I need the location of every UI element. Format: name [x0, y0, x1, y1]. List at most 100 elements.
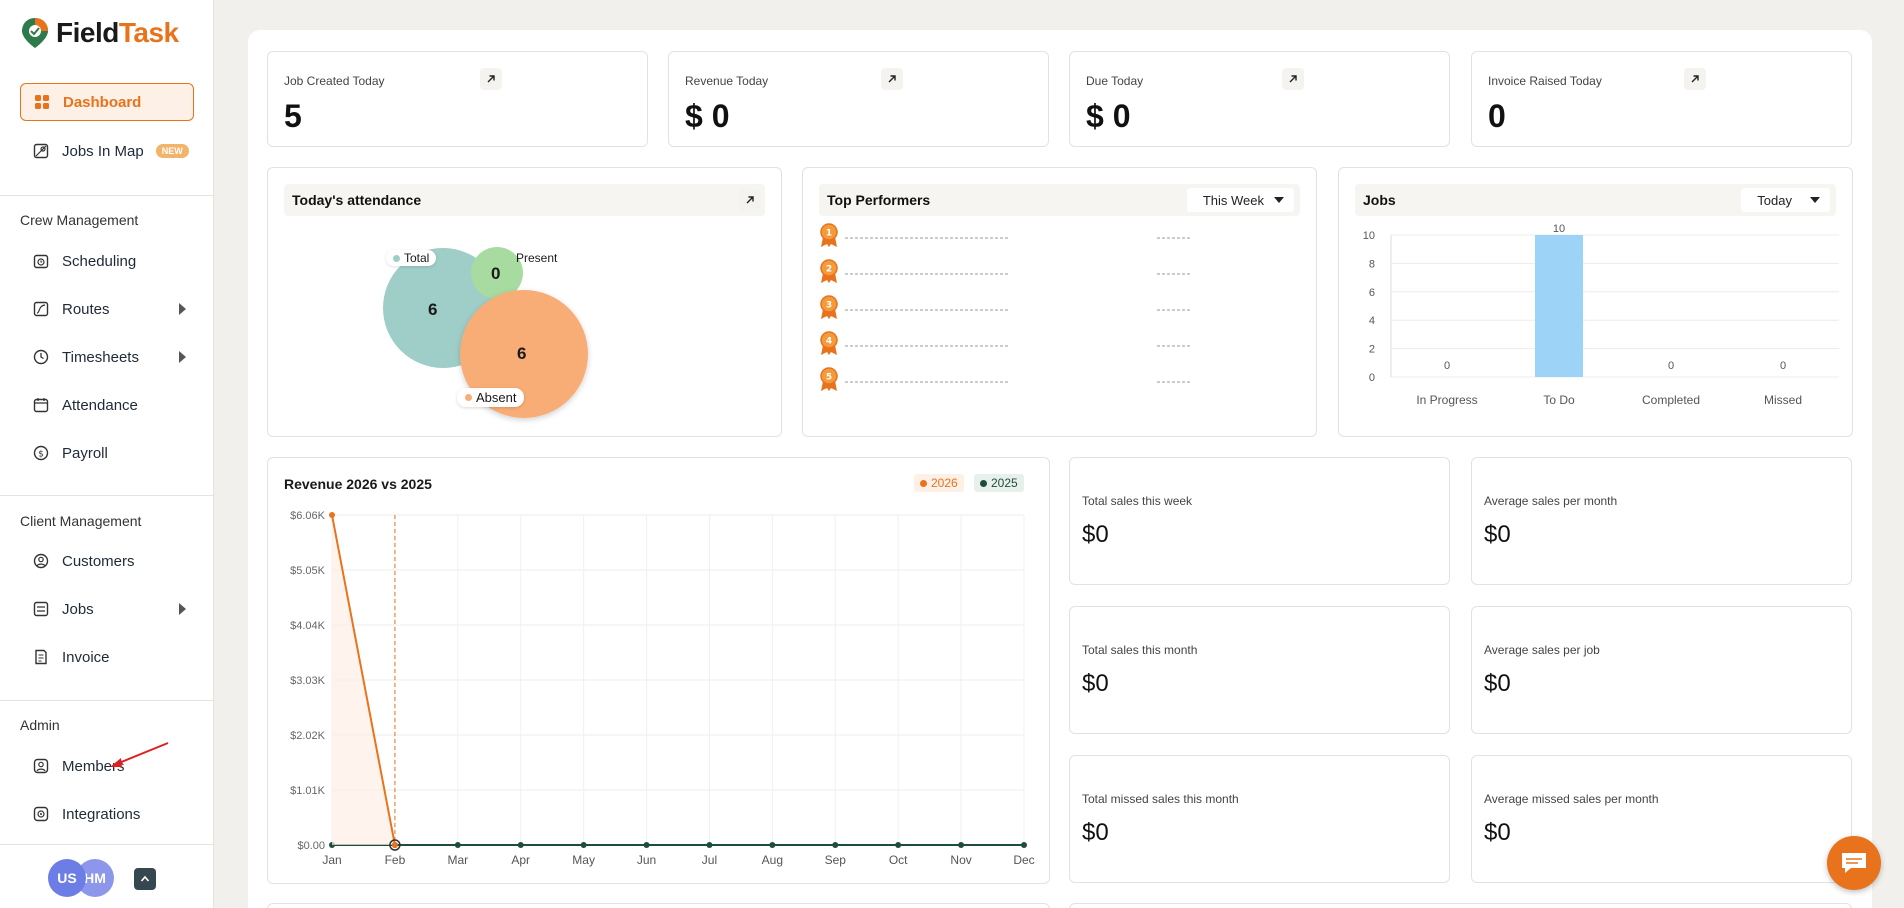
point-2025[interactable] — [895, 842, 902, 848]
sidebar-item-dashboard[interactable]: Dashboard — [20, 83, 194, 121]
clock-icon — [32, 348, 50, 366]
point-2025[interactable] — [1021, 842, 1027, 848]
open-link-button[interactable] — [1684, 68, 1706, 90]
point-2025[interactable] — [706, 842, 713, 848]
app-logo[interactable]: FieldTask — [20, 16, 179, 50]
performer-row: 1 — [819, 223, 1299, 249]
y-tick-label: $2.02K — [290, 730, 326, 742]
period-dropdown[interactable]: Today — [1741, 188, 1830, 212]
sidebar-item-integrations[interactable]: Integrations — [20, 795, 194, 833]
open-link-button[interactable] — [881, 68, 903, 90]
x-tick-label: Missed — [1764, 393, 1802, 407]
x-tick-label: Mar — [447, 853, 468, 867]
collapse-button[interactable] — [134, 868, 156, 890]
map-pin-logo-icon — [22, 18, 48, 48]
medal-icon — [820, 331, 838, 355]
sales-label: Total sales this week — [1082, 494, 1193, 508]
arrow-up-right-icon — [1691, 75, 1699, 83]
dashboard-icon — [33, 93, 51, 111]
sales-value: $0 — [1082, 521, 1109, 548]
rank-number: 2 — [826, 265, 832, 275]
sidebar-item-label: Jobs — [62, 600, 94, 618]
sidebar-item-attendance[interactable]: Attendance — [20, 386, 194, 424]
sidebar-item-routes[interactable]: Routes — [20, 290, 194, 328]
bar-data-label: 0 — [1444, 360, 1450, 372]
route-icon — [32, 300, 50, 318]
y-tick-label: 6 — [1369, 287, 1375, 299]
y-tick-label: 0 — [1369, 372, 1375, 384]
stat-card-jobs-created: Job Created Today 5 — [267, 51, 648, 147]
sidebar-item-customers[interactable]: Customers — [20, 542, 194, 580]
sidebar-item-label: Timesheets — [62, 348, 139, 366]
sales-label: Average sales per month — [1484, 494, 1618, 508]
panel-title: Today's attendance — [292, 192, 422, 208]
point-2025[interactable] — [832, 842, 839, 848]
present-dot-icon — [505, 254, 512, 262]
open-link-button[interactable] — [1282, 68, 1304, 90]
sidebar-item-label: Payroll — [62, 444, 108, 462]
stat-label: Job Created Today — [284, 74, 385, 88]
x-tick-label: Dec — [1013, 853, 1034, 867]
sidebar-item-jobs[interactable]: Jobs — [20, 590, 194, 628]
legend-2025[interactable]: 2025 — [974, 474, 1024, 492]
y-tick-label: 4 — [1369, 315, 1375, 327]
sidebar-item-payroll[interactable]: $ Payroll — [20, 434, 194, 472]
rank-number: 3 — [826, 301, 832, 311]
expand-caret-icon[interactable] — [179, 603, 186, 615]
present-value: 0 — [491, 264, 501, 283]
x-tick-label: Oct — [889, 853, 908, 867]
chat-button[interactable] — [1827, 836, 1881, 890]
performer-row: 4 — [819, 331, 1299, 357]
sidebar-item-jobs-in-map[interactable]: Jobs In Map NEW — [20, 132, 194, 170]
total-value: 6 — [428, 300, 438, 319]
stat-value: 5 — [284, 98, 302, 134]
point-2025[interactable] — [958, 842, 965, 848]
point-2025[interactable] — [643, 842, 650, 848]
y-tick-label: 8 — [1369, 258, 1375, 270]
bar[interactable] — [1535, 235, 1583, 377]
sidebar-item-label: Jobs In Map — [62, 142, 144, 160]
legend-dot-icon — [980, 479, 987, 487]
x-tick-label: Apr — [511, 853, 530, 867]
point-2025[interactable] — [580, 842, 587, 848]
x-tick-label: In Progress — [1416, 393, 1477, 407]
y-tick-label: $4.04K — [290, 620, 326, 632]
open-link-button[interactable] — [480, 68, 502, 90]
sidebar-item-scheduling[interactable]: Scheduling — [20, 242, 194, 280]
main-content: Job Created Today 5 Revenue Today $ 0 Du… — [248, 30, 1872, 908]
x-tick-label: May — [572, 853, 595, 867]
point-2025[interactable] — [517, 842, 524, 848]
legend-2026[interactable]: 2026 — [914, 474, 964, 492]
stat-label: Due Today — [1086, 74, 1144, 88]
sales-card: Total missed sales this month $0 — [1069, 755, 1450, 883]
stat-value: $ 0 — [1086, 98, 1131, 134]
sidebar-item-invoice[interactable]: Invoice — [20, 638, 194, 676]
absent-dot-icon — [465, 394, 472, 401]
point-2025[interactable] — [769, 842, 776, 848]
stat-label: Revenue Today — [685, 74, 769, 88]
sidebar-item-timesheets[interactable]: Timesheets — [20, 338, 194, 376]
divider — [0, 844, 214, 845]
expand-caret-icon[interactable] — [179, 303, 186, 315]
avatar[interactable]: US — [48, 859, 86, 897]
top-performers-panel: Top Performers This Week 1 2 3 4 5 — [802, 167, 1317, 437]
member-icon — [32, 757, 50, 775]
point-2026[interactable] — [329, 512, 335, 518]
expand-caret-icon[interactable] — [179, 351, 186, 363]
sales-label: Average missed sales per month — [1484, 792, 1659, 806]
panel-title: Jobs — [1363, 192, 1396, 208]
y-tick-label: $6.06K — [290, 510, 326, 522]
open-link-button[interactable] — [739, 189, 761, 211]
new-badge: NEW — [155, 144, 189, 158]
sidebar-item-members[interactable]: Members — [20, 747, 194, 785]
arrow-up-right-icon — [1289, 75, 1297, 83]
sales-value: $0 — [1484, 819, 1511, 846]
point-2025[interactable] — [454, 842, 461, 848]
panel-header: Top Performers This Week — [819, 184, 1300, 216]
divider — [0, 700, 214, 701]
point-2026[interactable] — [391, 842, 398, 848]
period-dropdown[interactable]: This Week — [1186, 188, 1294, 212]
sales-card: Total sales this week $0 — [1069, 457, 1450, 585]
x-tick-label: Nov — [950, 853, 971, 867]
jobs-panel: Jobs Today 0 2 4 6 8 10 0 In Progress 10 To Do 0 Co… — [1338, 167, 1853, 437]
